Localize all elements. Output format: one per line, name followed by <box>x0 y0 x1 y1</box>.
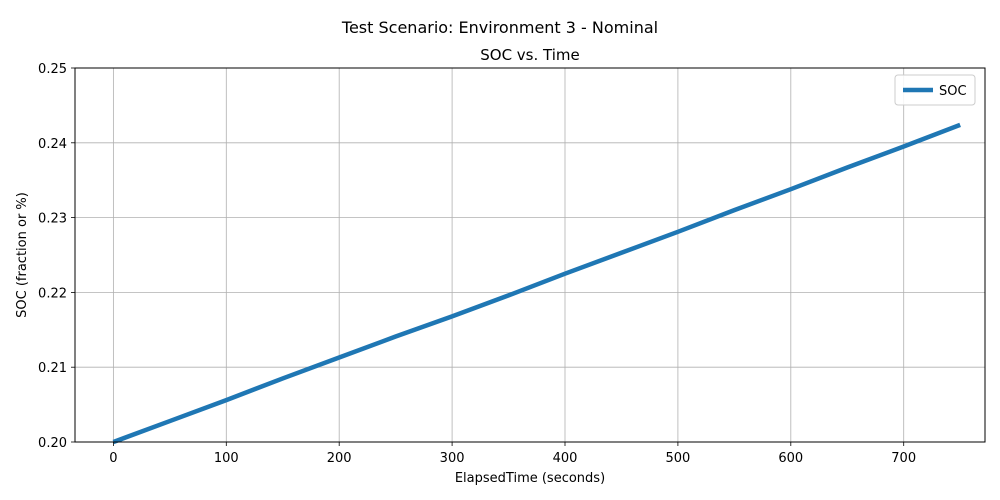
plot-area: 0 100 200 300 400 500 600 700 0.20 0.21 0.22 0.23 0.… <box>38 62 986 466</box>
y-tick-label: 0.25 <box>38 62 67 77</box>
x-tick-label: 100 <box>214 451 239 466</box>
y-tick-label: 0.20 <box>38 436 67 451</box>
series-line-soc <box>112 122 961 445</box>
x-axis-label: ElapsedTime (seconds) <box>455 471 605 486</box>
legend-label: SOC <box>939 84 967 99</box>
x-tick-label: 700 <box>891 451 916 466</box>
axes-frame <box>74 67 986 443</box>
y-axis-label: SOC (fraction or %) <box>15 192 30 318</box>
y-tick-label: 0.22 <box>38 286 67 301</box>
y-tick-label: 0.21 <box>38 361 67 376</box>
x-tick-label: 200 <box>327 451 352 466</box>
y-tick-label: 0.23 <box>38 212 67 227</box>
x-tick-label: 600 <box>778 451 803 466</box>
y-tick-label: 0.24 <box>38 137 67 152</box>
x-tick-label: 0 <box>109 451 117 466</box>
legend-box <box>894 74 976 106</box>
x-tick-label: 500 <box>665 451 690 466</box>
x-tick-label: 400 <box>553 451 578 466</box>
figure-suptitle: Test Scenario: Environment 3 - Nominal <box>341 18 658 37</box>
x-tick-label: 300 <box>440 451 465 466</box>
chart-title: SOC vs. Time <box>480 46 580 64</box>
